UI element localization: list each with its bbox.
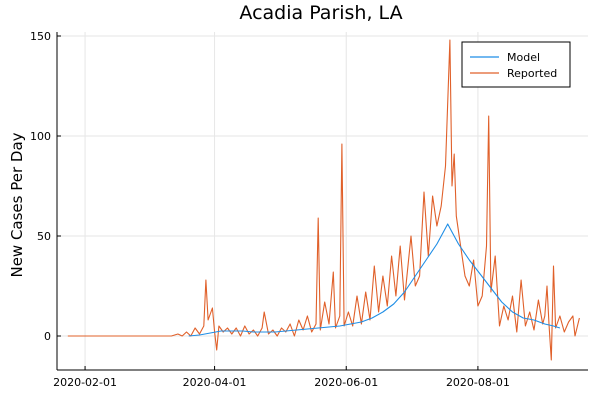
axes <box>56 32 588 371</box>
x-tick-label: 2020-04-01 <box>183 376 247 389</box>
x-tick-label: 2020-02-01 <box>53 376 117 389</box>
x-tick-label: 2020-06-01 <box>314 376 378 389</box>
y-axis-label: New Cases Per Day <box>8 132 26 277</box>
legend: Model Reported <box>461 41 571 88</box>
y-tick-label: 100 <box>30 130 51 143</box>
y-tick-label: 150 <box>30 30 51 43</box>
legend-box <box>461 41 571 88</box>
legend-label-model: Model <box>507 51 540 64</box>
y-tick-label: 50 <box>37 230 51 243</box>
legend-label-reported: Reported <box>507 67 557 80</box>
chart-title: Acadia Parish, LA <box>239 2 402 24</box>
y-tick-label: 0 <box>44 330 51 343</box>
gridlines <box>57 32 588 370</box>
ticks: 2020-02-01 2020-04-01 2020-06-01 2020-08-01… <box>30 30 510 389</box>
series-line-model <box>188 223 561 337</box>
series-layer <box>67 39 580 361</box>
x-tick-label: 2020-08-01 <box>446 376 510 389</box>
